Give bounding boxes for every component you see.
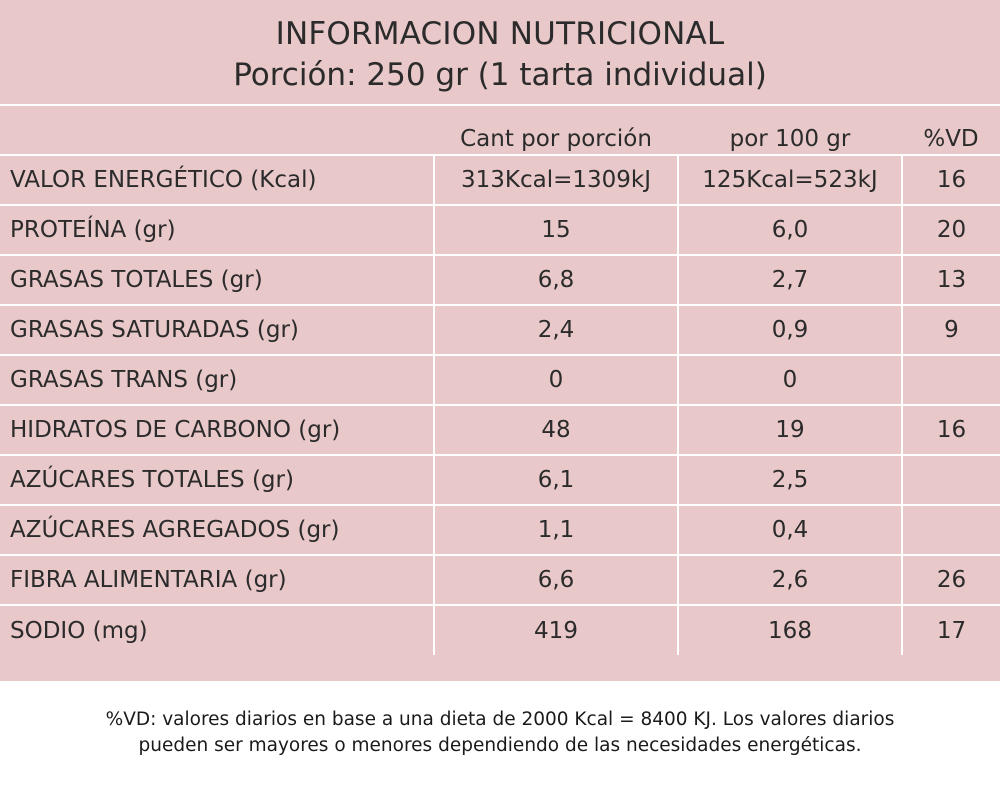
per-100g-value: 2,7	[677, 255, 902, 306]
table-row: GRASAS TOTALES (gr) 6,8 2,7 13	[0, 255, 1000, 306]
table-row: GRASAS TRANS (gr) 0 0	[0, 355, 1000, 406]
nutrient-name: AZÚCARES AGREGADOS (gr)	[0, 505, 434, 556]
table-row: GRASAS SATURADAS (gr) 2,4 0,9 9	[0, 305, 1000, 356]
footnote-line-2: pueden ser mayores o menores dependiendo…	[138, 735, 862, 756]
nutrient-name: GRASAS TOTALES (gr)	[0, 255, 434, 306]
per-portion-value: 6,8	[433, 255, 678, 306]
nutrient-name: SODIO (mg)	[10, 617, 148, 644]
column-header-per-100g: por 100 gr	[678, 105, 902, 156]
table-row: HIDRATOS DE CARBONO (gr) 48 19 16	[0, 405, 1000, 456]
table-header-row: Cant por porción por 100 gr %VD	[0, 105, 1000, 156]
per-portion-value: 6,6	[433, 555, 678, 606]
per-portion-value: 0	[433, 355, 678, 406]
per-100g-value: 125Kcal=523kJ	[677, 155, 902, 206]
nutrient-name: GRASAS SATURADAS (gr)	[0, 305, 434, 356]
per-100g-value: 0	[677, 355, 902, 406]
per-100g-value: 19	[677, 405, 902, 456]
vd-value: 16	[901, 155, 1000, 206]
per-portion-value: 6,1	[433, 455, 678, 506]
vd-value	[901, 455, 1000, 506]
per-100g-value: 0,4	[677, 505, 902, 556]
nutrition-panel: INFORMACION NUTRICIONAL Porción: 250 gr …	[0, 0, 1000, 681]
per-portion-value: 313Kcal=1309kJ	[433, 155, 678, 206]
table-row: AZÚCARES AGREGADOS (gr) 1,1 0,4	[0, 505, 1000, 556]
table-row: SODIO (mg) 419 168 17	[0, 605, 1000, 655]
vd-value	[901, 355, 1000, 406]
table-title: INFORMACION NUTRICIONAL	[275, 16, 725, 52]
nutrient-name: HIDRATOS DE CARBONO (gr)	[0, 405, 434, 456]
per-100g-value: 6,0	[677, 205, 902, 256]
nutrient-name: PROTEÍNA (gr)	[0, 205, 434, 256]
footnote: %VD: valores diarios en base a una dieta…	[0, 707, 1000, 759]
nutrition-table: Cant por porción por 100 gr %VD VALOR EN…	[0, 105, 1000, 655]
serving-size: Porción: 250 gr (1 tarta individual)	[233, 57, 767, 93]
per-portion-value: 419	[433, 605, 678, 655]
column-header-per-portion: Cant por porción	[434, 105, 678, 156]
nutrient-name: GRASAS TRANS (gr)	[0, 355, 434, 406]
nutrient-name: AZÚCARES TOTALES (gr)	[0, 455, 434, 506]
column-header-nutrient	[0, 105, 434, 156]
per-portion-value: 1,1	[433, 505, 678, 556]
table-row: PROTEÍNA (gr) 15 6,0 20	[0, 205, 1000, 256]
vd-value	[901, 505, 1000, 556]
nutrient-name: FIBRA ALIMENTARIA (gr)	[0, 555, 434, 606]
vd-value: 26	[901, 555, 1000, 606]
vd-value: 20	[901, 205, 1000, 256]
column-header-vd: %VD	[902, 105, 1000, 156]
table-row: VALOR ENERGÉTICO (Kcal) 313Kcal=1309kJ 1…	[0, 155, 1000, 206]
vd-value: 13	[901, 255, 1000, 306]
per-100g-value: 168	[677, 605, 902, 655]
vd-value: 16	[901, 405, 1000, 456]
title-block: INFORMACION NUTRICIONAL Porción: 250 gr …	[0, 0, 1000, 106]
per-100g-value: 0,9	[677, 305, 902, 356]
nutrient-name: VALOR ENERGÉTICO (Kcal)	[0, 155, 434, 206]
table-row: AZÚCARES TOTALES (gr) 6,1 2,5	[0, 455, 1000, 506]
table-row: FIBRA ALIMENTARIA (gr) 6,6 2,6 26	[0, 555, 1000, 606]
vd-value: 17	[901, 605, 1000, 655]
per-portion-value: 2,4	[433, 305, 678, 356]
per-portion-value: 48	[433, 405, 678, 456]
vd-value: 9	[901, 305, 1000, 356]
footnote-line-1: %VD: valores diarios en base a una dieta…	[105, 709, 895, 730]
per-100g-value: 2,5	[677, 455, 902, 506]
per-100g-value: 2,6	[677, 555, 902, 606]
per-portion-value: 15	[433, 205, 678, 256]
